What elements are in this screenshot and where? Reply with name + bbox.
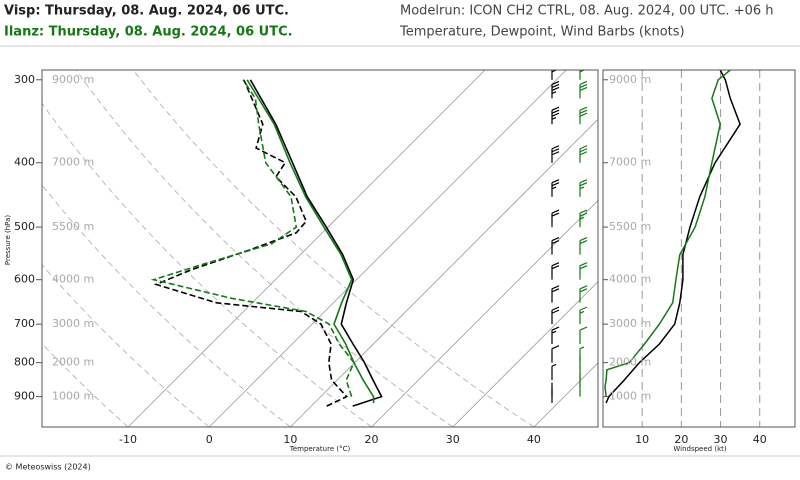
temperature-line xyxy=(249,79,383,407)
wind-barb xyxy=(551,363,557,381)
wind-barb xyxy=(580,53,587,70)
y-tick-label: 600 xyxy=(14,273,35,286)
x-tick-label: 10 xyxy=(635,433,649,446)
altitude-label: 7000 m xyxy=(52,156,94,169)
wind-barb xyxy=(551,345,560,363)
x-tick-label: 30 xyxy=(446,433,460,446)
altitude-label: 9000 m xyxy=(52,73,94,86)
windspeed-line xyxy=(605,70,741,404)
altitude-label: 2000 m xyxy=(609,356,651,369)
altitude-label: 3000 m xyxy=(52,317,94,330)
x-tick-label: -10 xyxy=(119,433,137,446)
y-tick-label: 900 xyxy=(14,390,35,403)
wind-barb xyxy=(579,145,588,163)
altitude-label: 5500 m xyxy=(52,220,94,233)
wind-barb xyxy=(551,262,560,280)
wind-barb xyxy=(551,285,560,303)
altitude-label: 7000 m xyxy=(609,156,651,169)
wind-frame xyxy=(602,69,796,428)
axes: -10 0 10 20 30 40 300 9000 m 400 7000 m 500 5500 m 6… xyxy=(14,73,767,446)
wind-barb xyxy=(551,145,560,163)
altitude-label: 2000 m xyxy=(52,356,94,369)
altitude-label: 1000 m xyxy=(52,390,94,403)
wind-barb xyxy=(551,179,560,197)
dry-adiabat xyxy=(132,70,535,427)
altitude-label: 3000 m xyxy=(609,317,651,330)
modelrun: Modelrun: ICON CH2 CTRL, 08. Aug. 2024, … xyxy=(400,4,774,19)
x-tick-label: 0 xyxy=(206,433,213,446)
wind-barb xyxy=(579,306,588,325)
wind-barb xyxy=(579,106,588,125)
station-1-title: Visp: Thursday, 08. Aug. 2024, 06 UTC. xyxy=(4,4,289,19)
temperature-line xyxy=(246,79,375,404)
dry-adiabat xyxy=(42,264,210,427)
y-tick-label: 700 xyxy=(14,317,35,330)
isotherm xyxy=(290,118,598,427)
dry-adiabat xyxy=(42,343,129,427)
isotherm xyxy=(208,70,567,427)
wind-plot xyxy=(604,70,761,427)
skewt-plot xyxy=(42,53,598,427)
y-tick-label: 400 xyxy=(14,156,35,169)
isotherm xyxy=(371,199,598,427)
y-tick-label: 500 xyxy=(14,220,35,233)
wind-barb xyxy=(552,53,559,70)
y-tick-label: 300 xyxy=(14,73,35,86)
wind-barb xyxy=(551,70,558,80)
dewpoint-line xyxy=(150,79,355,397)
wind-barb xyxy=(579,80,588,99)
dry-adiabat xyxy=(42,102,372,427)
x-tick-label: 20 xyxy=(674,433,688,446)
wind-barb xyxy=(579,70,586,80)
altitude-label: 4000 m xyxy=(52,273,94,286)
y-tick-label: 800 xyxy=(14,356,35,369)
dry-adiabat xyxy=(42,184,291,427)
y-axis-title: Pressure (hPa) xyxy=(4,215,12,265)
dewpoint-line xyxy=(153,79,349,407)
wind-barb xyxy=(579,262,588,280)
altitude-label: 4000 m xyxy=(609,273,651,286)
wind-barb xyxy=(579,179,588,197)
x-tick-label: 40 xyxy=(527,433,541,446)
altitude-label: 9000 m xyxy=(609,73,651,86)
wind-barb xyxy=(551,326,560,345)
wind-barb xyxy=(579,209,588,228)
x-axis-title: Temperature (°C) xyxy=(289,445,351,453)
wind-barb xyxy=(551,237,560,255)
footer: © Meteoswiss (2024) xyxy=(5,463,91,472)
wind-barb xyxy=(579,237,588,255)
station-2-title: Ilanz: Thursday, 08. Aug. 2024, 06 UTC. xyxy=(4,25,293,40)
wind-barb xyxy=(551,80,560,99)
wind-barb xyxy=(579,285,588,303)
isotherm xyxy=(533,362,598,427)
wind-barb xyxy=(579,326,588,345)
isotherm xyxy=(452,281,598,427)
isotherm xyxy=(127,70,486,427)
wind-axis-title: Windspeed (kt) xyxy=(673,445,726,453)
subtitle: Temperature, Dewpoint, Wind Barbs (knots… xyxy=(399,25,685,40)
wind-barb xyxy=(551,106,560,125)
altitude-label: 1000 m xyxy=(609,390,651,403)
wind-barb xyxy=(551,209,560,228)
altitude-label: 5500 m xyxy=(609,220,651,233)
wind-barb xyxy=(579,346,585,363)
windspeed-line xyxy=(604,70,731,397)
x-tick-label: 10 xyxy=(283,433,297,446)
x-tick-label: 40 xyxy=(753,433,767,446)
dry-adiabat xyxy=(75,70,453,427)
skewt-frame xyxy=(41,69,599,428)
x-tick-label: 20 xyxy=(365,433,379,446)
wind-barb xyxy=(551,306,560,325)
x-tick-label: 30 xyxy=(714,433,728,446)
